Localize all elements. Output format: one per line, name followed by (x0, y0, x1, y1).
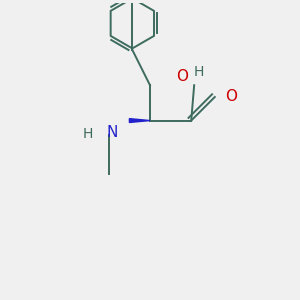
Text: N: N (106, 125, 117, 140)
Polygon shape (129, 118, 150, 122)
Text: H: H (194, 65, 204, 79)
Text: H: H (83, 127, 93, 141)
Text: O: O (176, 69, 188, 84)
Text: O: O (225, 89, 237, 104)
